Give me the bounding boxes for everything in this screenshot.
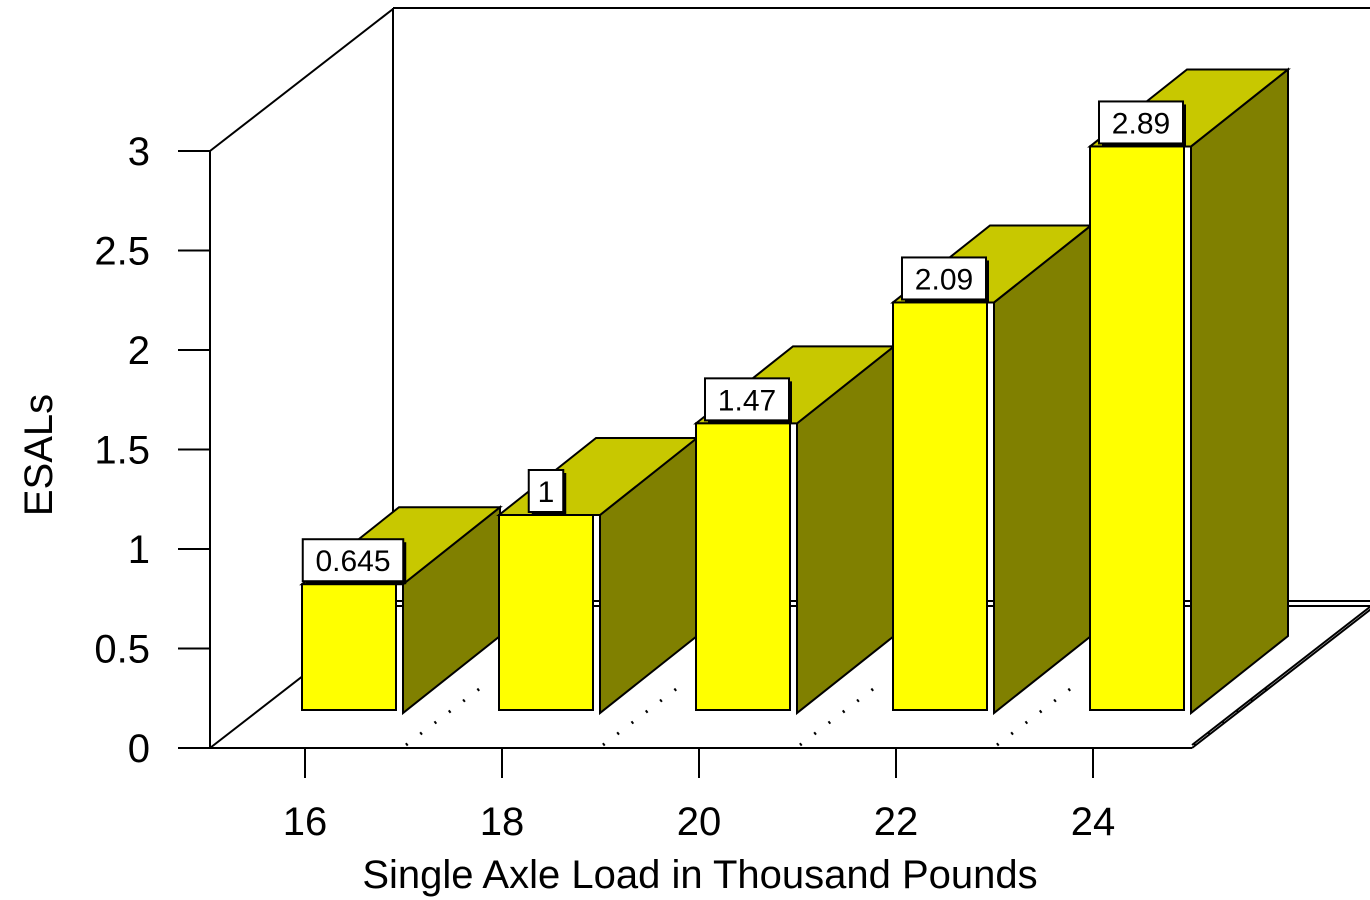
bar-front-0 — [301, 583, 397, 711]
data-label-box-3 — [901, 256, 987, 301]
bar-18: 1 — [496, 435, 700, 747]
x-tick-label-4: 24 — [1071, 800, 1116, 844]
y-axis-title: ESALs — [17, 394, 61, 516]
bar-16: 0.645 — [299, 505, 503, 747]
y-tick-label-3: 1.5 — [94, 429, 150, 473]
y-tick-label-4: 2 — [128, 329, 150, 373]
y-tick-label-1: 0.5 — [94, 628, 150, 672]
data-label-0: 0.645 — [315, 545, 390, 578]
x-tick-label-0: 16 — [283, 800, 328, 844]
bar-front-2 — [695, 422, 791, 711]
bar-22: 2.09 — [890, 223, 1094, 747]
y-tick-label-2: 1 — [128, 528, 150, 572]
bar-side-3 — [993, 223, 1092, 716]
data-label-box-1 — [527, 469, 565, 513]
bar-20: 1.47 — [693, 344, 897, 747]
data-label-1: 1 — [538, 476, 555, 509]
bar-front-4 — [1089, 145, 1185, 711]
bar-side-4 — [1190, 67, 1289, 716]
y-tick-label-5: 2.5 — [94, 230, 150, 274]
x-tick-label-3: 22 — [874, 800, 919, 844]
x-axis-title: Single Axle Load in Thousand Pounds — [362, 853, 1037, 897]
data-label-3: 2.09 — [915, 263, 973, 296]
x-axis: 16 18 20 22 24 — [283, 748, 1116, 844]
y-tick-label-0: 0 — [128, 727, 150, 771]
bars-group: 0.645 1 1.47 2.09 2.89 — [299, 67, 1291, 747]
floor-right-edge — [1191, 608, 1370, 749]
data-label-2: 1.47 — [718, 384, 776, 417]
bar-front-1 — [498, 514, 594, 711]
x-tick-label-2: 20 — [677, 800, 722, 844]
data-label-4: 2.89 — [1112, 107, 1170, 140]
data-label-box-0 — [301, 538, 405, 583]
y-tick-label-6: 3 — [128, 130, 150, 174]
top-depth-edge — [209, 8, 394, 152]
y-axis: 0 0.5 1 1.5 2 2.5 3 — [94, 130, 210, 771]
x-tick-label-1: 18 — [480, 800, 525, 844]
bar-24: 2.89 — [1087, 67, 1291, 747]
bar-front-3 — [892, 301, 988, 711]
data-label-box-4 — [1098, 100, 1184, 145]
data-label-box-2 — [704, 377, 790, 422]
